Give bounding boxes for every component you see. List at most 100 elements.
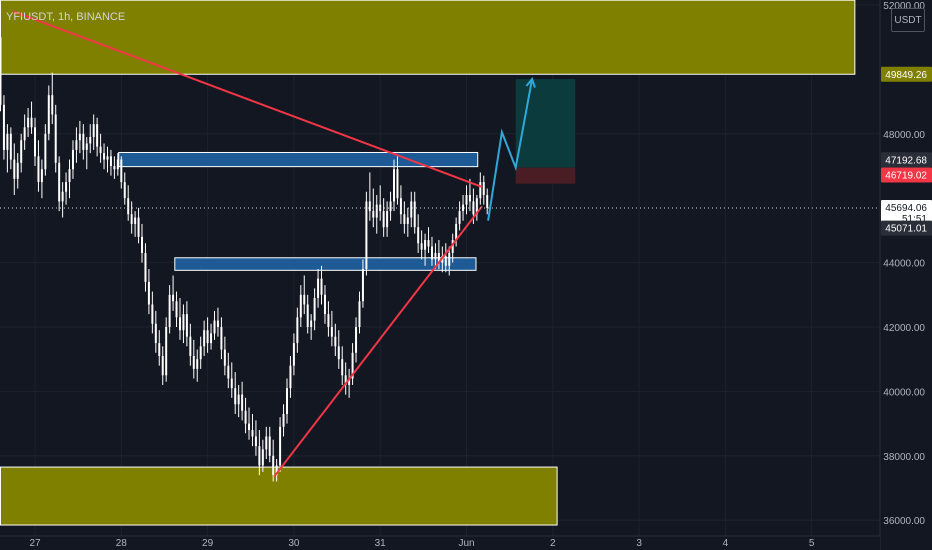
candle-body xyxy=(268,436,271,456)
candle-body xyxy=(427,240,430,247)
candle-body xyxy=(203,330,206,347)
candle-body xyxy=(351,352,354,379)
candle-body xyxy=(403,214,406,224)
candle-body xyxy=(479,182,482,199)
candle-body xyxy=(192,355,195,369)
time-axis[interactable]: 27 28 29 30 31 Jun 2 3 4 5 xyxy=(0,535,880,550)
candle-body xyxy=(303,294,306,305)
candle-body xyxy=(420,243,423,250)
candle-body xyxy=(306,304,309,327)
candle-body xyxy=(65,182,68,192)
price-badge-label: 49849.26 xyxy=(885,70,927,81)
candle-body xyxy=(206,330,209,344)
currency-button[interactable]: USDT xyxy=(891,8,925,32)
candle-body xyxy=(330,327,333,337)
candle-body xyxy=(20,140,23,163)
price-tick-label: 44000.00 xyxy=(883,259,925,270)
candle-body xyxy=(40,169,43,183)
price-tick-label: 38000.00 xyxy=(883,452,925,463)
candle-body xyxy=(386,211,389,228)
candle-body xyxy=(0,37,2,105)
candle-body xyxy=(182,314,185,331)
candle-body xyxy=(365,201,368,270)
projection-path xyxy=(487,78,534,221)
candle-body xyxy=(196,359,199,369)
candle-body xyxy=(92,124,95,138)
price-badge xyxy=(881,167,932,183)
candle-body xyxy=(417,227,420,244)
candle-body xyxy=(265,436,268,450)
candle-body xyxy=(482,182,485,195)
candle-body xyxy=(299,294,302,318)
position-stop-area xyxy=(515,167,576,184)
candle-body xyxy=(344,375,347,385)
projection-arrowhead xyxy=(525,77,536,88)
candle-body xyxy=(210,333,213,344)
candle-body xyxy=(178,317,181,331)
price-axis-background xyxy=(880,0,932,550)
supply-demand-zone xyxy=(0,466,558,526)
candle-body xyxy=(106,156,109,160)
candle-body xyxy=(468,194,471,202)
candle-body xyxy=(27,117,30,128)
candle-body xyxy=(261,449,264,466)
candle-body xyxy=(51,95,54,115)
price-badge-label: 45694.06 xyxy=(885,203,927,214)
candle-body xyxy=(227,365,230,379)
support-resistance-box xyxy=(174,257,477,271)
candle-body xyxy=(189,336,192,356)
candle-body xyxy=(213,320,216,334)
trend-line xyxy=(13,10,483,188)
price-badge xyxy=(881,220,932,236)
candle-body xyxy=(448,252,451,266)
price-tick-label: 36000.00 xyxy=(883,516,925,527)
candle-body xyxy=(99,146,102,154)
candles-layer xyxy=(0,24,489,482)
candle-body xyxy=(455,223,458,241)
candle-body xyxy=(61,191,64,202)
candle-body xyxy=(313,298,316,321)
candle-body xyxy=(82,133,85,150)
candle-body xyxy=(154,323,157,344)
candle-body xyxy=(430,246,433,260)
candle-body xyxy=(23,127,26,141)
price-badge-label: 47192.68 xyxy=(885,155,927,166)
trend-line xyxy=(273,205,483,478)
candle-body xyxy=(289,365,292,389)
candle-body xyxy=(58,162,61,202)
candle-body xyxy=(341,359,344,376)
price-tick-label: 42000.00 xyxy=(883,323,925,334)
candle-body xyxy=(282,413,285,427)
candle-body xyxy=(234,388,237,405)
time-tick-label: 28 xyxy=(116,538,128,549)
candle-body xyxy=(272,455,275,476)
candle-body xyxy=(85,143,88,150)
candle-body xyxy=(413,201,416,228)
candle-body xyxy=(151,304,154,324)
candle-body xyxy=(161,355,164,376)
candle-body xyxy=(451,240,454,253)
candle-body xyxy=(68,169,71,183)
candle-body xyxy=(237,394,240,405)
position-target-area xyxy=(515,79,576,168)
candle-body xyxy=(30,117,33,128)
time-tick-label: 31 xyxy=(375,538,387,549)
candle-body xyxy=(158,343,161,356)
price-badge xyxy=(881,152,932,168)
price-tick-label: 52000.00 xyxy=(883,1,925,12)
candle-body xyxy=(71,149,74,170)
candle-body xyxy=(327,314,330,327)
candle-body xyxy=(375,204,378,218)
candle-body xyxy=(382,211,385,228)
time-tick-label: 5 xyxy=(809,538,815,549)
candle-body xyxy=(172,294,175,302)
candle-body xyxy=(486,194,489,209)
candle-body xyxy=(292,343,295,366)
candle-body xyxy=(323,294,326,315)
candle-body xyxy=(109,156,112,166)
candle-body xyxy=(251,430,254,437)
time-tick-label: 29 xyxy=(202,538,214,549)
candle-body xyxy=(96,124,99,147)
price-axis[interactable]: 36000.00 38000.00 40000.00 42000.00 44000.00… xyxy=(879,0,932,550)
